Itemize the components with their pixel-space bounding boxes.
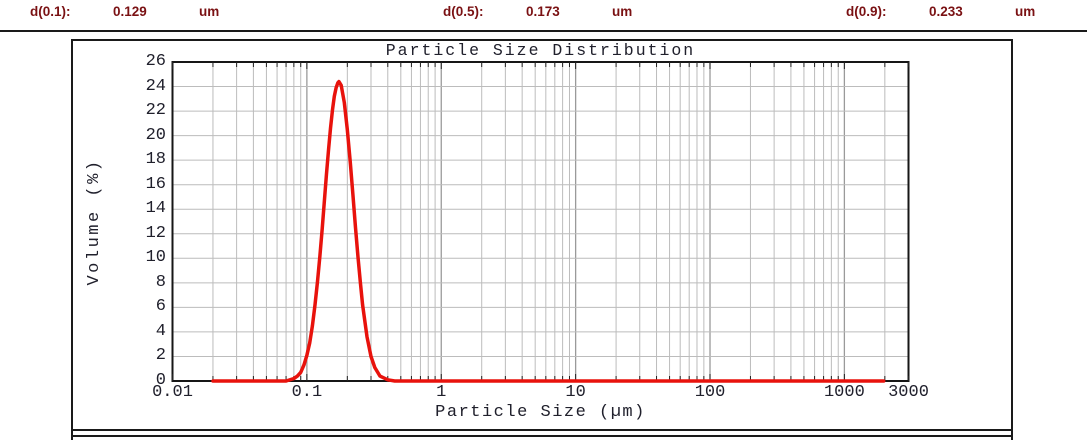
stat-d10-unit: um [199, 4, 220, 19]
y-tick-label: 14 [145, 199, 166, 219]
x-tick-label: 10 [565, 383, 586, 402]
section-divider-line [71, 429, 1013, 431]
y-tick-label: 8 [155, 272, 166, 292]
header-stats-row: d(0.1): 0.129 um d(0.5): 0.173 um d(0.9)… [0, 4, 1087, 26]
y-tick-label: 22 [145, 101, 166, 121]
y-tick-label: 10 [145, 248, 166, 268]
x-tick-label: 0.1 [291, 383, 323, 402]
y-tick-label: 4 [155, 321, 166, 341]
y-tick-label: 26 [145, 52, 166, 71]
next-section-top-border [71, 435, 1013, 437]
y-tick-label: 24 [145, 76, 166, 96]
x-tick-label: 3000 [888, 383, 929, 402]
stat-d10-value: 0.129 [113, 4, 147, 19]
stat-d90-value: 0.233 [929, 4, 963, 19]
stat-d90-label: d(0.9): [846, 4, 887, 19]
x-tick-label: 1000 [823, 383, 865, 402]
y-tick-label: 2 [155, 346, 166, 366]
y-tick-label: 0 [155, 371, 166, 390]
stat-d50-label: d(0.5): [443, 4, 484, 19]
y-tick-label: 20 [145, 125, 166, 145]
plot-frame [171, 61, 910, 382]
stat-d50-unit: um [612, 4, 633, 19]
x-axis-title: Particle Size (µm) [435, 403, 646, 422]
x-tick-label: 1 [436, 383, 447, 402]
y-tick-label: 12 [145, 223, 166, 243]
stat-d10-label: d(0.1): [30, 4, 71, 19]
y-tick-label: 16 [145, 174, 166, 194]
distribution-curve [211, 79, 886, 383]
x-tick-label: 100 [694, 383, 726, 402]
stat-d90-unit: um [1015, 4, 1036, 19]
report-frame [71, 39, 1013, 440]
header-separator-line [0, 30, 1087, 32]
y-tick-label: 6 [155, 297, 166, 317]
y-tick-label: 18 [145, 150, 166, 170]
y-axis-title: Volume (%) [85, 158, 104, 286]
chart-title: Particle Size Distribution [385, 41, 696, 60]
stat-d50-value: 0.173 [526, 4, 560, 19]
x-tick-label: 0.01 [152, 383, 193, 402]
